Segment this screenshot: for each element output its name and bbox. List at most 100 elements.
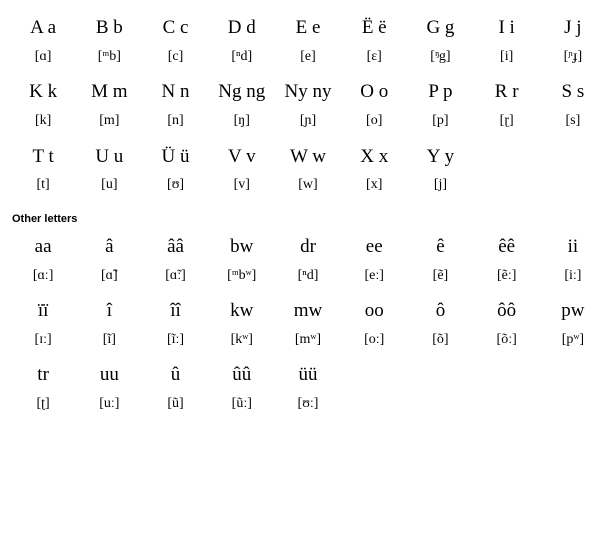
main-ipa: [i] xyxy=(474,41,540,74)
other-letters-heading: Other letters xyxy=(10,203,606,229)
other-ipa: [uː] xyxy=(76,388,142,421)
main-ipa: [n] xyxy=(142,105,208,138)
main-letter: Ü ü xyxy=(142,139,208,170)
main-letter: K k xyxy=(10,74,76,105)
other-ipa: [oː] xyxy=(341,324,407,357)
other-letter xyxy=(540,357,606,388)
other-ipa: [ʊː] xyxy=(275,388,341,421)
main-ipa: [ⁿd] xyxy=(209,41,275,74)
main-ipa: [ɛ] xyxy=(341,41,407,74)
main-letter: S s xyxy=(540,74,606,105)
main-alphabet-grid: A aB bC cD dE eË ëG gI iJ j [ɑ][ᵐb][c][ⁿd… xyxy=(10,10,606,203)
other-ipa: [ɪː] xyxy=(10,324,76,357)
other-ipa: [ɑː] xyxy=(10,260,76,293)
other-letter: ô xyxy=(407,293,473,324)
other-ipa: [ᵐbʷ] xyxy=(209,260,275,293)
main-letter: Y y xyxy=(407,139,473,170)
main-ipa: [s] xyxy=(540,105,606,138)
other-ipa xyxy=(474,388,540,421)
other-ipa: [õ] xyxy=(407,324,473,357)
main-ipa: [ᵑg] xyxy=(407,41,473,74)
other-ipa: [ɑ̃] xyxy=(76,260,142,293)
main-ipa: [ɲ] xyxy=(275,105,341,138)
other-letter: aa xyxy=(10,229,76,260)
main-ipa: [u] xyxy=(76,169,142,202)
other-ipa: [mʷ] xyxy=(275,324,341,357)
other-letter: kw xyxy=(209,293,275,324)
main-ipa: [j] xyxy=(407,169,473,202)
other-letter: û xyxy=(142,357,208,388)
other-ipa xyxy=(540,388,606,421)
main-ipa: [p] xyxy=(407,105,473,138)
main-letter: U u xyxy=(76,139,142,170)
other-ipa: [ʈ] xyxy=(10,388,76,421)
main-ipa: [t] xyxy=(10,169,76,202)
main-letter: R r xyxy=(474,74,540,105)
other-letter xyxy=(341,357,407,388)
other-letter: ûû xyxy=(209,357,275,388)
main-ipa: [e] xyxy=(275,41,341,74)
other-ipa: [eː] xyxy=(341,260,407,293)
other-letter: tr xyxy=(10,357,76,388)
other-letter: pw xyxy=(540,293,606,324)
other-letter: bw xyxy=(209,229,275,260)
main-letter: W w xyxy=(275,139,341,170)
other-letter: ïï xyxy=(10,293,76,324)
main-ipa: [x] xyxy=(341,169,407,202)
other-letter xyxy=(407,357,473,388)
main-ipa xyxy=(474,169,540,202)
other-letter: dr xyxy=(275,229,341,260)
main-letter: I i xyxy=(474,10,540,41)
other-ipa: [ũ] xyxy=(142,388,208,421)
other-ipa: [ɑ̃ː] xyxy=(142,260,208,293)
main-letter: C c xyxy=(142,10,208,41)
main-ipa: [ŋ] xyxy=(209,105,275,138)
other-letter: üü xyxy=(275,357,341,388)
main-letter: D d xyxy=(209,10,275,41)
other-ipa: [kʷ] xyxy=(209,324,275,357)
other-ipa: [pʷ] xyxy=(540,324,606,357)
other-letter: ii xyxy=(540,229,606,260)
main-letter: O o xyxy=(341,74,407,105)
main-ipa: [v] xyxy=(209,169,275,202)
main-letter xyxy=(540,139,606,170)
main-letter: X x xyxy=(341,139,407,170)
other-ipa: [iː] xyxy=(540,260,606,293)
other-ipa: [ĩ] xyxy=(76,324,142,357)
main-ipa: [ɑ] xyxy=(10,41,76,74)
main-letter: Ë ë xyxy=(341,10,407,41)
main-ipa: [ʊ] xyxy=(142,169,208,202)
other-letter: ôô xyxy=(474,293,540,324)
other-letter: â xyxy=(76,229,142,260)
main-letter: A a xyxy=(10,10,76,41)
main-letter: P p xyxy=(407,74,473,105)
other-letters-grid: aaâââbwdreeêêêii[ɑː][ɑ̃][ɑ̃ː][ᵐbʷ][ⁿd][e… xyxy=(10,229,606,422)
main-ipa: [w] xyxy=(275,169,341,202)
main-letter: B b xyxy=(76,10,142,41)
main-letter: E e xyxy=(275,10,341,41)
other-letter: ee xyxy=(341,229,407,260)
other-ipa xyxy=(407,388,473,421)
main-letter: T t xyxy=(10,139,76,170)
main-ipa: [c] xyxy=(142,41,208,74)
main-letter: J j xyxy=(540,10,606,41)
main-letter: N n xyxy=(142,74,208,105)
other-ipa: [õː] xyxy=(474,324,540,357)
main-letter xyxy=(474,139,540,170)
main-letter: Ny ny xyxy=(275,74,341,105)
other-ipa: [ũː] xyxy=(209,388,275,421)
main-ipa: [ɽ] xyxy=(474,105,540,138)
other-ipa xyxy=(341,388,407,421)
other-ipa: [ẽː] xyxy=(474,260,540,293)
other-ipa: [ĩː] xyxy=(142,324,208,357)
other-letter: î xyxy=(76,293,142,324)
main-letter: G g xyxy=(407,10,473,41)
main-ipa: [o] xyxy=(341,105,407,138)
other-letter: ââ xyxy=(142,229,208,260)
main-letter: V v xyxy=(209,139,275,170)
main-ipa: [m] xyxy=(76,105,142,138)
main-ipa: [k] xyxy=(10,105,76,138)
main-letter: M m xyxy=(76,74,142,105)
main-ipa: [ᵐb] xyxy=(76,41,142,74)
other-letter: ê xyxy=(407,229,473,260)
